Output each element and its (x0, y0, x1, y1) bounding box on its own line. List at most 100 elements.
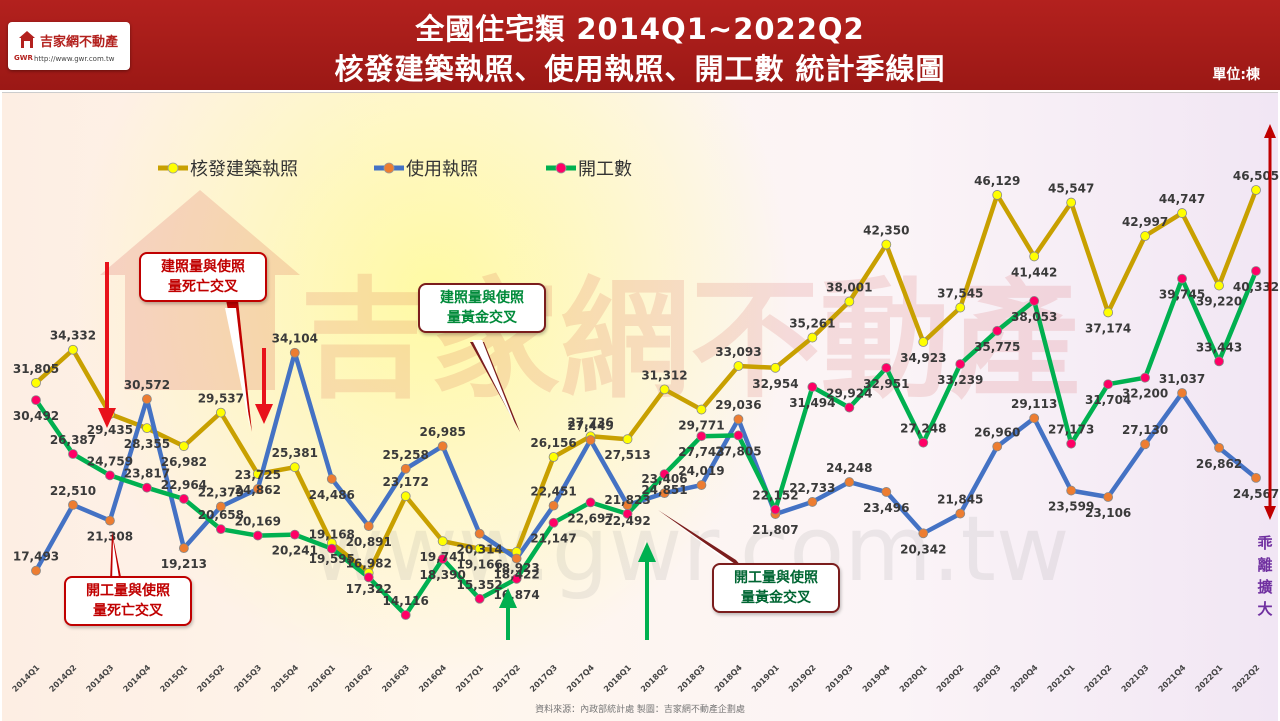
data-label-start-2015Q2: 20,658 (198, 508, 244, 522)
data-label-building-2021Q1: 45,547 (1048, 182, 1094, 196)
x-tick-2021Q3: 2021Q3 (1120, 663, 1151, 694)
point-use-2015Q3 (252, 484, 263, 494)
data-label-use-2018Q2: 23,406 (641, 472, 687, 486)
point-start-2018Q3 (696, 431, 707, 442)
data-label-start-2019Q3: 29,924 (826, 387, 872, 401)
data-label-start-2020Q1: 27,248 (900, 422, 946, 436)
data-label-start-2019Q4: 32,951 (863, 377, 909, 391)
data-label-start-2021Q2: 31,704 (1085, 393, 1131, 407)
data-label-use-2014Q2: 22,510 (50, 484, 96, 498)
x-tick-2015Q3: 2015Q3 (232, 663, 263, 694)
point-building-2015Q1 (178, 441, 189, 452)
data-label-use-2018Q3: 24,019 (678, 464, 724, 478)
data-label-use-2016Q4: 26,985 (420, 425, 466, 439)
point-building-2015Q4 (289, 462, 300, 473)
point-start-2017Q4 (585, 497, 596, 508)
legend-label-building: 核發建築執照 (190, 159, 298, 180)
point-start-2017Q3 (548, 517, 559, 528)
data-label-use-2018Q4: 29,036 (715, 398, 761, 412)
point-start-2017Q1 (474, 593, 485, 604)
x-tick-2016Q3: 2016Q3 (380, 663, 411, 694)
point-start-2019Q4 (881, 362, 892, 373)
callout-pointer-building-golden-fill (472, 340, 516, 426)
point-building-2020Q1 (918, 337, 929, 347)
point-building-2021Q4 (1177, 208, 1187, 218)
data-label-start-2020Q4: 38,053 (1011, 310, 1057, 324)
data-label-use-2019Q2: 22,733 (789, 481, 835, 495)
point-use-2021Q4 (1177, 388, 1187, 398)
point-start-2016Q3 (400, 610, 411, 620)
point-building-2019Q2 (807, 332, 818, 343)
data-label-start-2022Q2: 40,332 (1233, 280, 1279, 294)
data-label-start-2015Q4: 20,241 (272, 544, 318, 558)
data-label-use-2017Q4: 27,449 (567, 419, 613, 433)
point-use-2017Q1 (474, 528, 485, 539)
source-note: 資料來源：內政部統計處 製圖：吉家網不動產企劃處 (535, 705, 745, 715)
point-start-2019Q1 (770, 504, 781, 515)
x-tick-2020Q2: 2020Q2 (935, 663, 966, 694)
data-label-start-2018Q1: 21,823 (604, 493, 650, 507)
point-building-2018Q2 (659, 384, 670, 395)
data-label-start-2018Q2: 24,851 (641, 483, 687, 497)
logo-url: http://www.gwr.com.tw (34, 55, 115, 63)
data-label-start-2016Q3: 14,116 (383, 594, 429, 608)
point-start-2019Q3 (844, 402, 855, 413)
data-label-start-2022Q1: 33,443 (1196, 340, 1242, 354)
point-start-2021Q1 (1066, 438, 1077, 449)
point-start-2020Q1 (918, 437, 929, 448)
point-use-2020Q3 (992, 441, 1003, 452)
x-tick-2015Q4: 2015Q4 (269, 663, 300, 694)
x-tick-2022Q2: 2022Q2 (1231, 663, 1262, 694)
point-building-2015Q2 (215, 407, 226, 418)
data-label-start-2017Q1: 15,352 (456, 578, 502, 592)
x-tick-2019Q4: 2019Q4 (861, 663, 892, 694)
point-building-2016Q3 (400, 491, 411, 502)
data-label-start-2018Q3: 27,743 (678, 445, 724, 459)
point-use-2015Q4 (289, 347, 300, 358)
point-use-2016Q4 (437, 441, 448, 452)
point-use-2014Q1 (31, 565, 41, 576)
data-label-use-2020Q4: 29,113 (1011, 397, 1057, 411)
data-label-start-2021Q3: 32,200 (1122, 387, 1168, 401)
point-start-2018Q4 (733, 430, 744, 441)
point-building-2021Q3 (1140, 231, 1150, 241)
point-building-2018Q4 (733, 361, 744, 371)
logo-name: 吉家網不動產 (40, 35, 119, 50)
x-tick-2021Q1: 2021Q1 (1046, 663, 1077, 694)
data-label-start-2014Q2: 26,387 (50, 433, 96, 447)
x-tick-2014Q1: 2014Q1 (11, 663, 42, 694)
point-building-2014Q4 (142, 423, 152, 434)
x-tick-2021Q2: 2021Q2 (1083, 663, 1114, 694)
point-start-2014Q4 (142, 482, 152, 493)
arrow-down-2014q3 (98, 262, 116, 428)
data-label-use-2016Q1: 24,486 (309, 488, 355, 502)
point-building-2021Q2 (1103, 307, 1114, 318)
data-label-start-2020Q2: 33,239 (937, 373, 983, 387)
data-label-building-2016Q2: 17,322 (346, 582, 392, 596)
data-label-start-2014Q4: 23,817 (124, 467, 170, 481)
data-label-start-2016Q1: 19,168 (309, 528, 355, 542)
x-tick-2022Q1: 2022Q1 (1194, 663, 1225, 694)
data-label-use-2015Q1: 19,213 (161, 557, 207, 571)
point-building-2015Q3 (252, 469, 263, 479)
x-tick-2014Q3: 2014Q3 (84, 663, 115, 694)
divergence-arrow (1264, 124, 1276, 520)
data-label-start-2021Q4: 39,745 (1159, 288, 1205, 302)
data-label-use-2016Q3: 25,258 (383, 448, 429, 462)
point-use-2014Q3 (105, 515, 115, 526)
data-label-building-2018Q2: 31,312 (641, 368, 687, 382)
point-use-2017Q4 (585, 435, 596, 445)
data-label-building-2020Q4: 41,442 (1011, 265, 1057, 279)
data-label-building-2022Q2: 46,505 (1233, 169, 1279, 183)
data-label-building-2019Q1: 32,954 (752, 377, 798, 391)
unit-label: 單位:棟 (1212, 67, 1260, 83)
data-label-use-2021Q3: 27,130 (1122, 423, 1168, 437)
x-tick-2018Q2: 2018Q2 (639, 663, 670, 694)
point-start-2016Q4 (437, 554, 448, 564)
point-use-2022Q1 (1214, 442, 1224, 453)
data-label-start-2021Q1: 27,173 (1048, 423, 1094, 437)
x-tick-2018Q3: 2018Q3 (676, 663, 707, 694)
data-label-building-2019Q2: 35,261 (789, 317, 835, 331)
point-start-2021Q4 (1177, 273, 1187, 284)
point-building-2022Q2 (1251, 185, 1261, 195)
